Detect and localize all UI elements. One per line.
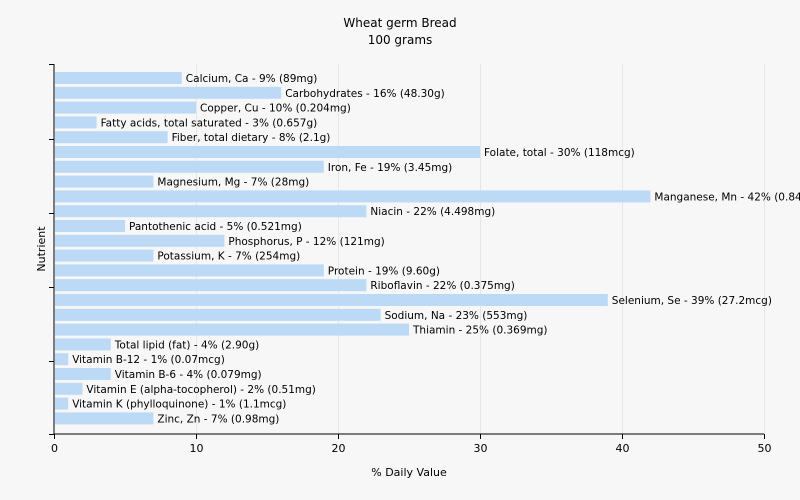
bar — [55, 353, 69, 366]
axes — [49, 64, 764, 435]
bar-label: Carbohydrates - 16% (48.30g) — [285, 88, 445, 100]
x-tick-label: 30 — [474, 442, 488, 455]
bar-label: Riboflavin - 22% (0.375mg) — [370, 280, 514, 292]
y-axis-title: Nutrient — [35, 226, 48, 272]
x-tick-label: 40 — [616, 442, 630, 455]
bar-label: Thiamin - 25% (0.369mg) — [412, 325, 548, 337]
bar — [55, 249, 154, 262]
bar — [55, 382, 83, 395]
bar-label: Phosphorus, P - 12% (121mg) — [228, 236, 384, 248]
bar-label: Vitamin B-6 - 4% (0.079mg) — [115, 369, 262, 381]
bar — [55, 412, 154, 425]
bar — [55, 294, 608, 306]
bar — [55, 220, 125, 232]
bar — [55, 397, 69, 410]
bar — [55, 323, 409, 336]
bar-label: Magnesium, Mg - 7% (28mg) — [157, 177, 309, 189]
bar — [55, 72, 182, 84]
bar — [55, 160, 324, 173]
x-tick-label: 10 — [190, 442, 204, 455]
chart-title: Wheat germ Bread — [343, 16, 457, 30]
bar-label: Folate, total - 30% (118mcg) — [484, 147, 635, 159]
bar — [55, 116, 97, 129]
bar-label: Vitamin K (phylloquinone) - 1% (1.1mcg) — [72, 399, 286, 411]
bar-label: Protein - 19% (9.60g) — [328, 265, 440, 277]
bar-label: Zinc, Zn - 7% (0.98mg) — [157, 413, 279, 425]
bar-label: Total lipid (fat) - 4% (2.90g) — [114, 339, 259, 351]
bar — [55, 234, 225, 247]
x-tick-label: 0 — [51, 442, 58, 455]
bar-label: Vitamin B-12 - 1% (0.07mcg) — [72, 354, 225, 366]
bar — [55, 308, 381, 321]
bar-label: Pantothenic acid - 5% (0.521mg) — [129, 221, 302, 233]
bar-label: Sodium, Na - 23% (553mg) — [385, 310, 528, 322]
bar-label: Selenium, Se - 39% (27.2mcg) — [612, 295, 772, 307]
bar-label: Niacin - 22% (4.498mg) — [370, 206, 495, 218]
bar-label: Copper, Cu - 10% (0.204mg) — [200, 103, 351, 115]
bar-label: Potassium, K - 7% (254mg) — [157, 251, 300, 263]
bar-label: Fatty acids, total saturated - 3% (0.657… — [101, 117, 318, 129]
bar — [55, 279, 367, 292]
bar — [55, 101, 196, 114]
bar — [55, 175, 154, 188]
bar — [55, 368, 111, 380]
bars: Calcium, Ca - 9% (89mg) Carbohydrates - 1… — [55, 72, 800, 425]
chart-subtitle: 100 grams — [367, 33, 433, 47]
bar — [55, 86, 282, 99]
bar-label: Calcium, Ca - 9% (89mg) — [186, 73, 318, 85]
bar-label: Vitamin E (alpha-tocopherol) - 2% (0.51m… — [86, 384, 316, 396]
bar — [55, 146, 480, 158]
x-axis-ticks: 0 10 20 30 40 50 — [51, 434, 772, 455]
bar-label: Manganese, Mn - 42% (0.845mg) — [654, 191, 800, 203]
x-tick-label: 50 — [758, 442, 772, 455]
grid-lines — [196, 64, 765, 434]
bar — [55, 131, 168, 144]
bar — [55, 338, 111, 351]
bar — [55, 190, 651, 203]
bar-label: Fiber, total dietary - 8% (2.1g) — [172, 132, 331, 144]
bar — [55, 264, 324, 277]
bar-label: Iron, Fe - 19% (3.45mg) — [328, 162, 452, 174]
x-tick-label: 20 — [332, 442, 346, 455]
bar — [55, 205, 367, 218]
x-axis-title: % Daily Value — [371, 466, 447, 479]
